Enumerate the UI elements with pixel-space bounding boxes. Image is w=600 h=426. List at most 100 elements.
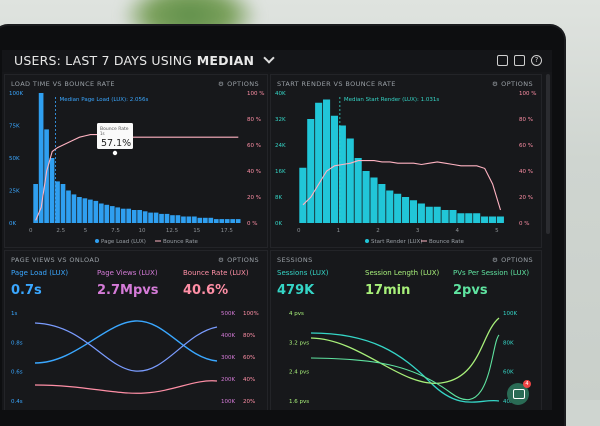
bar — [219, 219, 225, 223]
title-strong: MEDIAN — [196, 53, 255, 68]
bar — [49, 158, 55, 223]
x-tick-label: 3 — [416, 228, 420, 234]
help-icon[interactable]: ? — [531, 55, 542, 66]
options-button[interactable]: OPTIONS — [218, 80, 259, 88]
chevron-down-icon[interactable] — [263, 52, 275, 64]
bar — [153, 212, 159, 223]
bar — [66, 190, 71, 223]
bar — [202, 217, 208, 223]
panel-title: START RENDER VS BOUNCE RATE — [277, 80, 396, 88]
tooltip-value: 57.1% — [101, 138, 131, 149]
bar — [77, 197, 82, 223]
x-tick-label: 7.5 — [111, 228, 120, 234]
bar — [82, 198, 88, 223]
y-tick-label: 24K — [275, 143, 286, 149]
y-tick-label: 50K — [9, 156, 20, 162]
y2-tick-label: 100 % — [519, 91, 536, 97]
pvs-line — [310, 334, 500, 401]
y2-tick-label: 40 % — [247, 169, 261, 175]
bar — [481, 216, 489, 223]
x-tick-label: 0 — [297, 228, 301, 234]
y2-tick-label: 400K — [221, 333, 235, 339]
bar — [164, 213, 170, 223]
bar — [181, 216, 186, 223]
y-tick-label: 3.2 pvs — [289, 340, 309, 346]
page-title[interactable]: USERS: LAST 7 DAYS USING MEDIAN — [14, 52, 275, 68]
bar — [109, 206, 115, 223]
y-tick-label: 0K — [9, 221, 16, 227]
bar — [330, 115, 339, 223]
x-tick-label: 17.5 — [221, 228, 234, 234]
y2-tick-label: 0 % — [519, 221, 529, 227]
y-tick-label: 100K — [9, 91, 23, 97]
y-tick-label: 0.6s — [11, 370, 23, 376]
options-button[interactable]: OPTIONS — [492, 256, 533, 264]
legend-page-load: Page Load (LUX) — [101, 239, 146, 245]
chat-button[interactable]: 4 — [507, 380, 531, 405]
bar — [433, 206, 441, 223]
y2-tick-label: 60 % — [247, 143, 261, 149]
y2-tick-label: 100 % — [247, 91, 264, 97]
options-button[interactable]: OPTIONS — [218, 256, 259, 264]
x-tick-label: 12.5 — [166, 228, 179, 234]
toolbar-icons: ? — [497, 55, 542, 66]
bar — [175, 215, 181, 223]
monitor-icon[interactable] — [497, 55, 508, 66]
y-tick-label: 75K — [9, 124, 20, 130]
bar — [394, 193, 402, 223]
x-tick-label: 4 — [456, 228, 460, 234]
bar — [142, 211, 148, 223]
legend-swatch-page-load — [95, 239, 99, 243]
y-tick-label: 8K — [275, 195, 282, 201]
bounce-rate-line — [35, 134, 239, 221]
panel-load-time: LOAD TIME VS BOUNCE RATE OPTIONS 100K75K… — [4, 74, 268, 248]
panel-title: LOAD TIME VS BOUNCE RATE — [11, 80, 115, 88]
bar — [71, 194, 77, 223]
bounce-rate-line — [302, 160, 502, 211]
y-tick-label: 1s — [11, 311, 17, 317]
bar — [473, 213, 481, 223]
bar — [170, 215, 175, 223]
bar — [230, 219, 236, 223]
top-bar: USERS: LAST 7 DAYS USING MEDIAN ? — [2, 50, 552, 72]
bar — [346, 138, 354, 223]
title-prefix: USERS: LAST 7 DAYS USING — [14, 53, 193, 68]
bar — [126, 208, 132, 223]
tooltip-label: Bounce Rate — [100, 126, 129, 132]
bar — [38, 93, 44, 223]
metric-value-sessions: 479K — [277, 283, 315, 298]
scrollbar[interactable] — [546, 74, 550, 234]
bar — [417, 203, 425, 223]
y2-tick-label: 0 % — [247, 221, 257, 227]
x-tick-label: 10 — [138, 228, 145, 234]
metric-label-session-length: Session Length (LUX) — [365, 269, 440, 277]
image-icon[interactable] — [514, 55, 525, 66]
y2-tick-label: 80 % — [519, 117, 533, 123]
bar — [208, 217, 214, 223]
bar — [378, 184, 386, 223]
bar — [224, 219, 230, 223]
y3-tick-label: 40% — [243, 377, 255, 383]
bar — [186, 216, 192, 223]
load-time-chart: 100K 75K 50K 25K 0K 100 % 80 % 60 % 40 % 20 % 0 % 0… — [9, 91, 264, 245]
y2-tick-label: 80 % — [247, 117, 261, 123]
bar — [104, 204, 110, 223]
tooltip-box — [97, 123, 133, 149]
y2-tick-label: 20 % — [519, 195, 533, 201]
y2-tick-label: 500K — [221, 311, 235, 317]
bar — [115, 207, 121, 223]
legend-swatch-start-render — [365, 239, 369, 243]
bar — [307, 119, 315, 223]
metric-label-page-views: Page Views (LUX) — [97, 269, 158, 277]
y2-tick-label: 60 % — [519, 143, 533, 149]
bar — [323, 99, 331, 223]
bounce-rate-line — [34, 380, 218, 394]
bar — [425, 206, 433, 223]
options-button[interactable]: OPTIONS — [492, 80, 533, 88]
bar — [449, 210, 457, 223]
bar — [213, 219, 219, 223]
y-tick-label: 16K — [275, 169, 286, 175]
bar — [120, 208, 126, 223]
bar — [386, 190, 394, 223]
y-tick-label: 0K — [275, 221, 282, 227]
